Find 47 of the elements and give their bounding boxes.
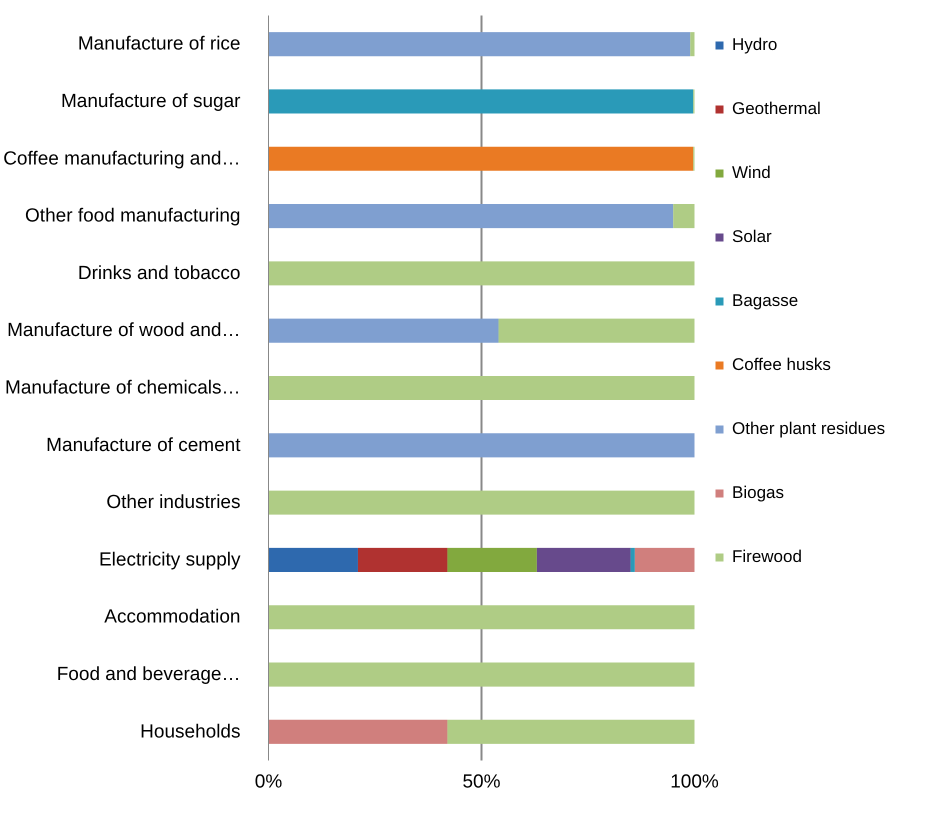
y-tick-label: Manufacture of chemicals… xyxy=(5,378,241,398)
legend-label: Firewood xyxy=(732,547,803,567)
x-tick-label: 100% xyxy=(670,772,719,792)
bar xyxy=(268,548,358,572)
y-tick-label: Drinks and tobacco xyxy=(78,262,241,284)
bar xyxy=(268,204,674,228)
bar xyxy=(268,146,694,171)
y-tick-label: Accommodation xyxy=(104,606,241,628)
y-tick-label: Manufacture of sugar xyxy=(60,90,242,112)
x-tick-label: 50% xyxy=(462,772,501,792)
bar xyxy=(673,204,694,228)
legend-label: Biogas xyxy=(732,483,785,503)
y-tick-label: Food and beverage… xyxy=(56,664,241,686)
bar xyxy=(268,89,694,114)
bar xyxy=(268,376,694,400)
bar xyxy=(630,548,635,572)
legend-label: Bagasse xyxy=(732,291,800,311)
bar xyxy=(358,548,448,572)
bar xyxy=(447,720,694,744)
legend-label: Hydro xyxy=(732,35,778,55)
bar xyxy=(268,662,694,687)
legend-label: Wind xyxy=(732,163,772,183)
bar xyxy=(447,548,537,572)
bar xyxy=(690,32,694,56)
y-tick-label: Manufacture of rice xyxy=(78,34,241,55)
bar xyxy=(268,318,499,343)
bar xyxy=(268,605,694,630)
x-tick-label: 0% xyxy=(254,772,282,792)
bar xyxy=(268,261,694,286)
bar xyxy=(268,720,448,744)
y-tick-label: Manufacture of cement xyxy=(46,434,242,456)
y-tick-label: Other industries xyxy=(106,492,241,514)
legend-label: Solar xyxy=(732,227,773,247)
y-tick-label: Electricity supply xyxy=(99,549,241,570)
y-tick-label: Manufacture of wood and… xyxy=(7,320,241,342)
y-tick-label: Coffee manufacturing and… xyxy=(3,148,240,170)
legend-label: Coffee husks xyxy=(732,355,832,375)
y-tick-label: Households xyxy=(140,721,240,742)
legend-label: Geothermal xyxy=(732,99,822,119)
bar xyxy=(536,548,631,572)
bar xyxy=(268,32,690,56)
legend-label: Other plant residues xyxy=(732,419,886,439)
y-tick-label: Other food manufacturing xyxy=(25,206,241,227)
bar xyxy=(268,433,694,458)
bar xyxy=(634,548,694,572)
bar xyxy=(498,318,694,343)
bar xyxy=(268,490,694,515)
